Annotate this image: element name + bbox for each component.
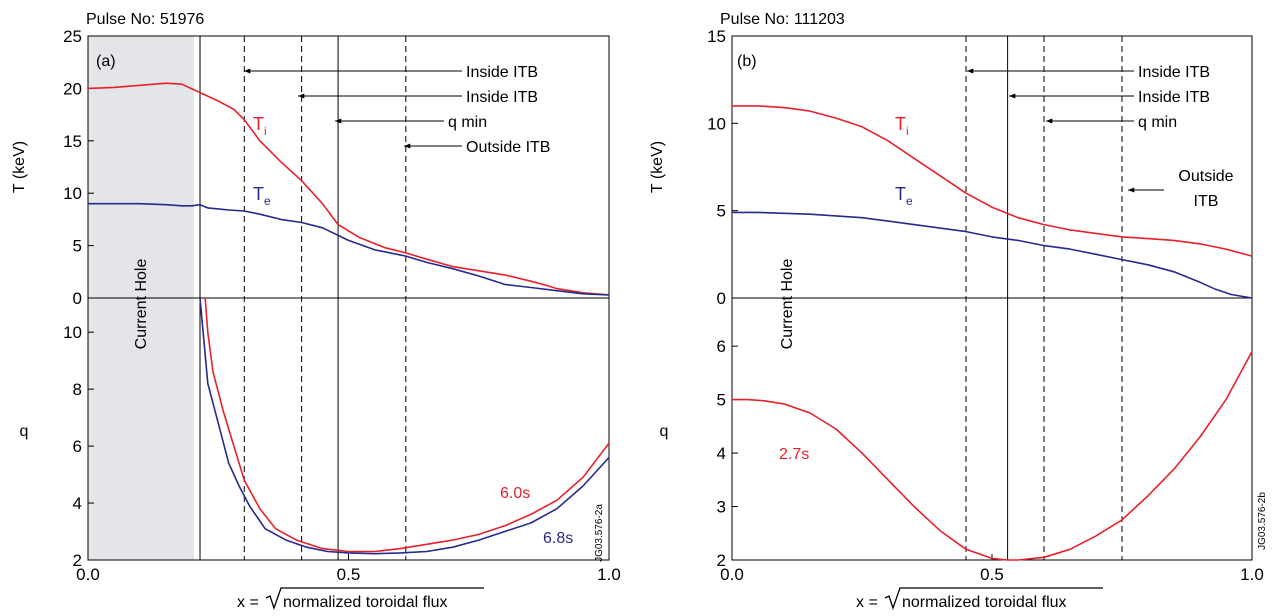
panel-b-te-label: Te [895, 184, 913, 208]
panel-b-q-tick-label: 2 [717, 551, 726, 570]
panel-b-time-label-2-7s: 2.7s [779, 446, 809, 463]
panel-a-annotation-inside-itb-1: Inside ITB [466, 64, 538, 81]
panel-a-t-tick-label: 25 [63, 27, 82, 46]
panel-b-x-tick-label: 0.5 [980, 565, 1004, 584]
panel-a-q-tick-label: 10 [63, 323, 82, 342]
panel-a-ticks: 0.0 0.5 1.0 0 5 10 15 20 25 2 4 6 8 10 [63, 27, 621, 584]
panel-a-time-label-6-0s: 6.0s [500, 485, 530, 502]
panel-a-pulse-label: Pulse No: 51976 [86, 11, 204, 28]
panel-b-ticks: 0.0 0.5 1.0 0 5 10 15 2 3 4 5 6 [707, 27, 1264, 584]
panel-a-t-tick-label: 5 [73, 237, 82, 256]
panel-a-annotation-outside-itb: Outside ITB [466, 139, 550, 156]
panel-b-t-axis-label: T (keV) [649, 141, 666, 193]
panel-a-x-tick-label: 1.0 [597, 565, 621, 584]
panel-b-annotation-qmin: q min [1138, 114, 1177, 131]
panel-b-q-axis-label: q [660, 423, 669, 440]
panel-b-q-tick-label: 6 [717, 337, 726, 356]
panel-a-q-tick-label: 6 [73, 437, 82, 456]
panel-b-curves [732, 105, 1253, 561]
panel-b-figure-code: JG03.576-2b [1257, 492, 1268, 550]
panel-a-annotations: Inside ITB Inside ITB q min Outside ITB [244, 64, 550, 156]
panel-a-annotation-qmin: q min [448, 114, 487, 131]
panel-b: 0.0 0.5 1.0 0 5 10 15 2 3 4 5 6 Pulse No: 111203 (b… [649, 11, 1268, 611]
panel-b-x-tick-label: 0.0 [720, 565, 744, 584]
panel-a-t-tick-label: 20 [63, 79, 82, 98]
panel-b-q-tick-label: 5 [717, 391, 726, 410]
panel-a-q-curve-6-0s [204, 297, 610, 553]
panel-b-x-axis-label: x = normalized toroidal flux [856, 587, 1103, 611]
panel-b-q-tick-label: 4 [717, 444, 726, 463]
panel-a-time-label-6-8s: 6.8s [543, 530, 573, 547]
panel-b-t-tick-label: 0 [717, 289, 726, 308]
panel-a: 0.0 0.5 1.0 0 5 10 15 20 25 2 4 6 8 10 Pulse No: 5197… [11, 11, 621, 611]
panel-b-annotation-outside: Outside [1178, 168, 1233, 185]
panel-b-q-tick-label: 3 [717, 498, 726, 517]
panel-b-pulse-label: Pulse No: 111203 [720, 11, 845, 28]
panel-a-sqrt-symbol [265, 587, 484, 611]
panel-a-label: (a) [96, 53, 116, 70]
panel-b-current-hole-label: Current Hole [779, 259, 796, 350]
panel-b-temperature-curve-ti [732, 105, 1253, 257]
panel-b-t-tick-label: 10 [707, 114, 726, 133]
panel-a-te-label: Te [253, 184, 271, 208]
panel-a-t-tick-label: 0 [73, 289, 82, 308]
panel-a-t-tick-label: 15 [63, 132, 82, 151]
panel-a-temperature-curve-ti [87, 82, 610, 296]
panel-a-x-label-flux: normalized toroidal flux [283, 594, 448, 611]
panel-a-x-tick-label: 0.0 [76, 565, 100, 584]
panel-a-q-tick-label: 4 [73, 494, 82, 513]
panel-b-ti-label: Ti [895, 114, 909, 138]
panel-a-temperature-curve-te [88, 202, 610, 296]
panel-a-x-label-prefix: x = [237, 594, 259, 611]
panel-a-annotation-inside-itb-2: Inside ITB [466, 89, 538, 106]
panel-b-temperature-curve-te [732, 211, 1253, 299]
panel-a-q-curve-6-8s [199, 297, 610, 555]
panel-a-ti-label: Ti [253, 114, 267, 138]
panel-b-annotations: Inside ITB Inside ITB q min Outside ITB [967, 64, 1234, 210]
panel-a-q-axis-label: q [20, 423, 29, 440]
panel-b-annotation-itb: ITB [1194, 193, 1219, 210]
panel-a-t-tick-label: 10 [63, 184, 82, 203]
panel-b-x-tick-label: 1.0 [1240, 565, 1264, 584]
panel-a-curves [87, 82, 610, 555]
panel-b-annotation-inside-itb-2: Inside ITB [1138, 89, 1210, 106]
panel-a-t-axis-label: T (keV) [11, 141, 28, 193]
panel-a-figure-code: JG03.576-2a [594, 504, 605, 562]
panel-b-label: (b) [737, 53, 757, 70]
panel-a-x-tick-label: 0.5 [337, 565, 361, 584]
panel-b-marker-lines [965, 36, 1123, 560]
panel-a-q-tick-label: 2 [73, 551, 82, 570]
panel-a-current-hole-label: Current Hole [133, 259, 150, 350]
panel-b-q-curve-2-7s [732, 351, 1253, 561]
panel-b-annotation-inside-itb-1: Inside ITB [1138, 64, 1210, 81]
panel-b-t-tick-label: 15 [707, 27, 726, 46]
panel-a-q-tick-label: 8 [73, 380, 82, 399]
panel-b-sqrt-symbol [884, 587, 1103, 611]
panel-b-x-label-prefix: x = [856, 594, 878, 611]
panel-a-x-axis-label: x = normalized toroidal flux [237, 587, 484, 611]
panel-b-x-label-flux: normalized toroidal flux [902, 594, 1067, 611]
panel-b-t-tick-label: 5 [717, 202, 726, 221]
